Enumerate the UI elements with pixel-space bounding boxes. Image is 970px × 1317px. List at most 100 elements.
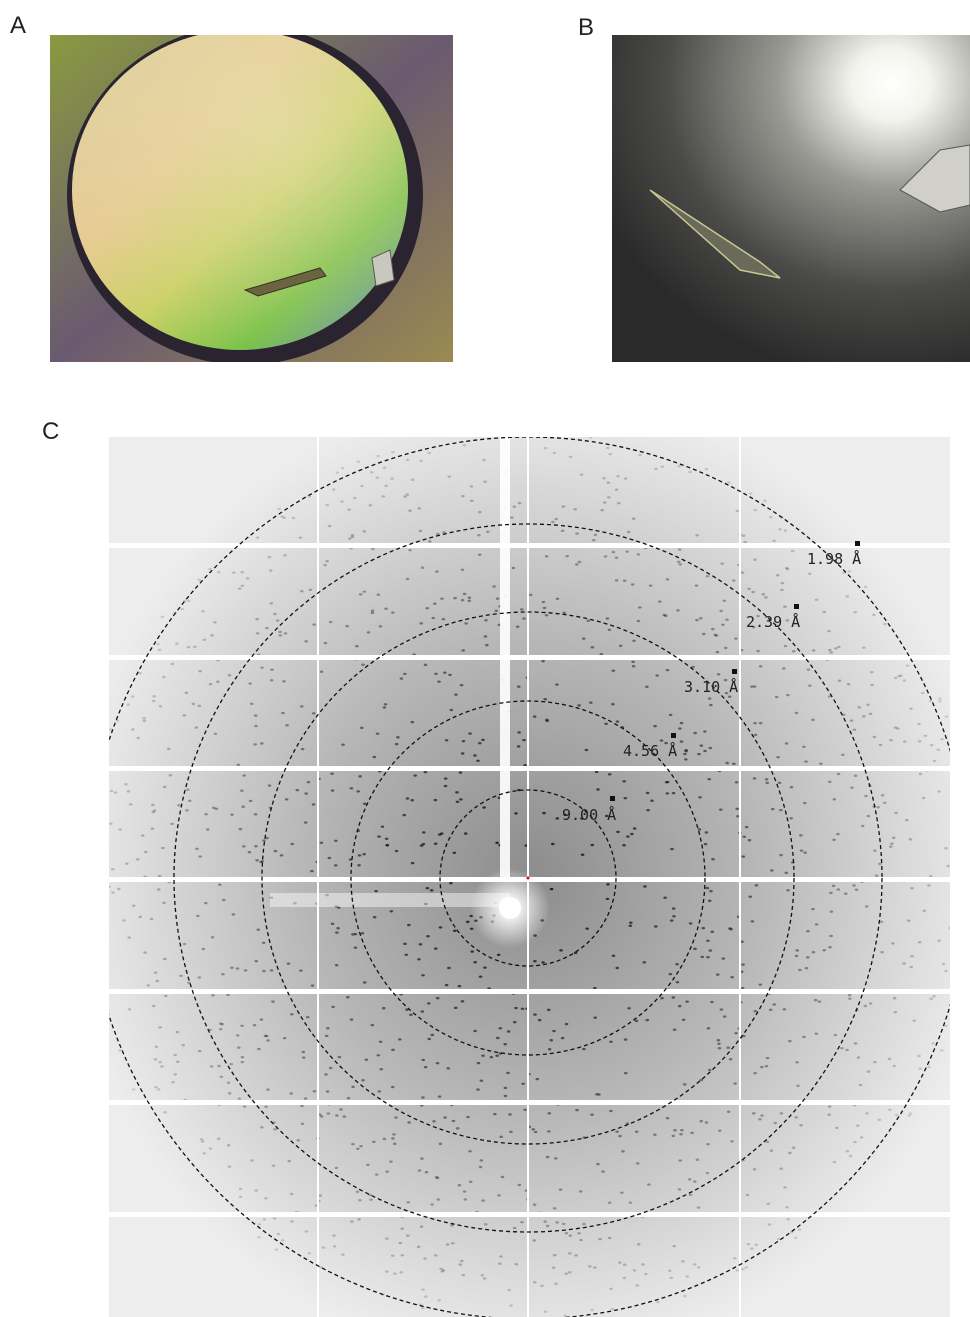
spot	[421, 1059, 425, 1061]
spot	[931, 1042, 935, 1044]
spot	[788, 1040, 792, 1042]
spot	[357, 1218, 361, 1220]
spot	[608, 773, 612, 775]
spot	[411, 862, 415, 864]
spot	[285, 724, 289, 726]
spot	[459, 798, 463, 800]
spot	[741, 855, 745, 857]
spot	[604, 723, 608, 725]
spot	[778, 528, 782, 530]
spot	[319, 1194, 323, 1196]
spot	[407, 1121, 411, 1123]
spot	[370, 471, 374, 473]
spot	[304, 1097, 308, 1099]
spot	[276, 619, 280, 621]
spot	[417, 507, 421, 509]
spot	[304, 792, 308, 794]
spot	[513, 1021, 517, 1023]
spot	[689, 922, 693, 924]
spot	[741, 963, 745, 965]
spot	[356, 1191, 360, 1193]
spot	[493, 1113, 497, 1115]
spot	[818, 1000, 822, 1002]
spot	[409, 1014, 413, 1016]
spot	[381, 825, 385, 827]
spot	[248, 682, 252, 684]
spot	[587, 619, 591, 621]
spot	[795, 1061, 799, 1063]
spot	[496, 1037, 500, 1039]
spot	[110, 790, 114, 792]
spot	[482, 459, 486, 461]
spot	[565, 555, 569, 557]
spot	[814, 999, 818, 1001]
spot	[734, 1032, 738, 1034]
spot	[470, 950, 474, 952]
spot	[918, 1068, 922, 1070]
spot	[708, 900, 712, 902]
spot	[535, 1078, 539, 1080]
spot	[347, 1097, 351, 1099]
spot	[391, 451, 395, 453]
spot	[406, 797, 410, 799]
spot	[328, 857, 332, 859]
spot	[461, 649, 465, 651]
spot	[503, 1043, 507, 1045]
spot	[796, 1085, 800, 1087]
spot	[602, 477, 606, 479]
spot	[143, 951, 147, 953]
spot	[272, 1164, 276, 1166]
spot	[516, 625, 520, 627]
spot	[220, 1076, 224, 1078]
spot	[118, 1049, 122, 1051]
spot	[706, 575, 710, 577]
spot	[484, 635, 488, 637]
spot	[706, 1143, 710, 1145]
spot	[442, 618, 446, 620]
spot	[187, 646, 191, 648]
spot	[363, 590, 367, 592]
spot	[678, 1159, 682, 1161]
spot	[391, 611, 395, 613]
spot	[749, 492, 753, 494]
spot	[848, 994, 852, 996]
spot	[924, 735, 928, 737]
spot	[421, 974, 425, 976]
spot	[530, 427, 534, 429]
spot	[287, 963, 291, 965]
spot	[484, 619, 488, 621]
spot	[822, 611, 826, 613]
spot	[382, 495, 386, 497]
spot	[391, 1137, 395, 1139]
spot	[385, 1270, 389, 1272]
spot	[198, 1050, 202, 1052]
spot	[192, 703, 196, 705]
spot	[470, 928, 474, 930]
spot	[227, 1144, 231, 1146]
spot	[729, 928, 733, 930]
spot	[575, 1109, 579, 1111]
spot	[274, 850, 278, 852]
spot	[848, 997, 852, 999]
spot	[477, 534, 481, 536]
spot	[185, 692, 189, 694]
spot	[909, 966, 913, 968]
spot	[669, 1277, 673, 1279]
spot	[244, 969, 248, 971]
spot	[540, 1285, 544, 1287]
spot	[268, 784, 272, 786]
spot	[384, 703, 388, 705]
spot	[434, 947, 438, 949]
spot	[835, 1127, 839, 1129]
spot	[589, 436, 593, 438]
spot	[427, 1038, 431, 1040]
spot	[266, 1039, 270, 1041]
spot	[363, 530, 367, 532]
spot	[262, 942, 266, 944]
spot	[754, 1244, 758, 1246]
spot	[918, 740, 922, 742]
spot	[367, 631, 371, 633]
diffraction-image: 9.00 Å 4.56 Å 3.10 Å 2.39 Å 1.98 Å	[87, 427, 970, 1317]
spot	[795, 949, 799, 951]
spot	[239, 1188, 243, 1190]
